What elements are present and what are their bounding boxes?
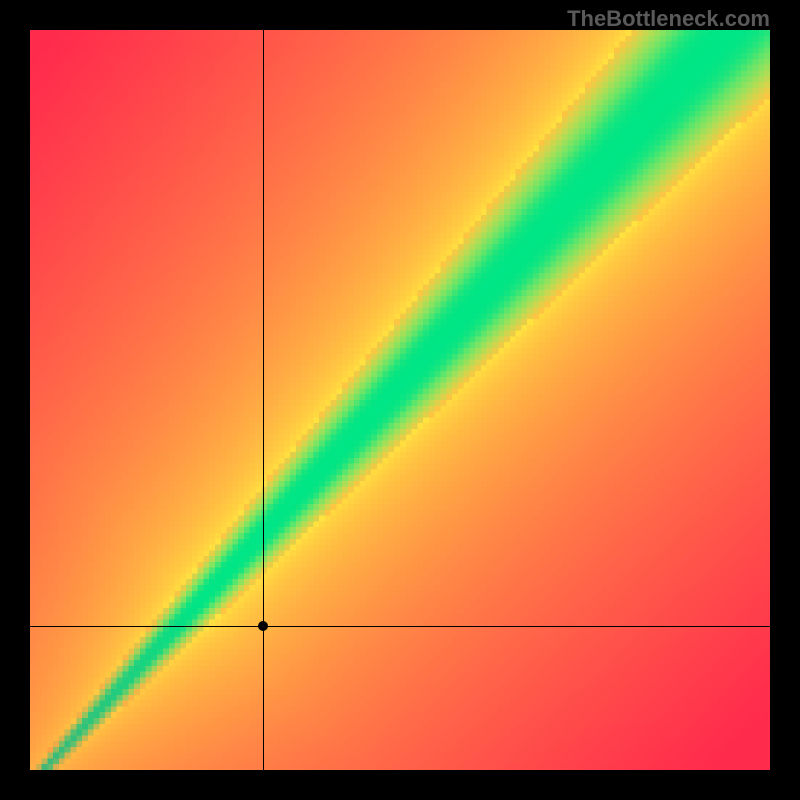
heatmap-canvas (30, 30, 770, 770)
crosshair-horizontal (30, 626, 770, 627)
watermark-text: TheBottleneck.com (567, 6, 770, 32)
bottleneck-point-marker (258, 621, 268, 631)
plot-area (30, 30, 770, 770)
crosshair-vertical (263, 30, 264, 770)
